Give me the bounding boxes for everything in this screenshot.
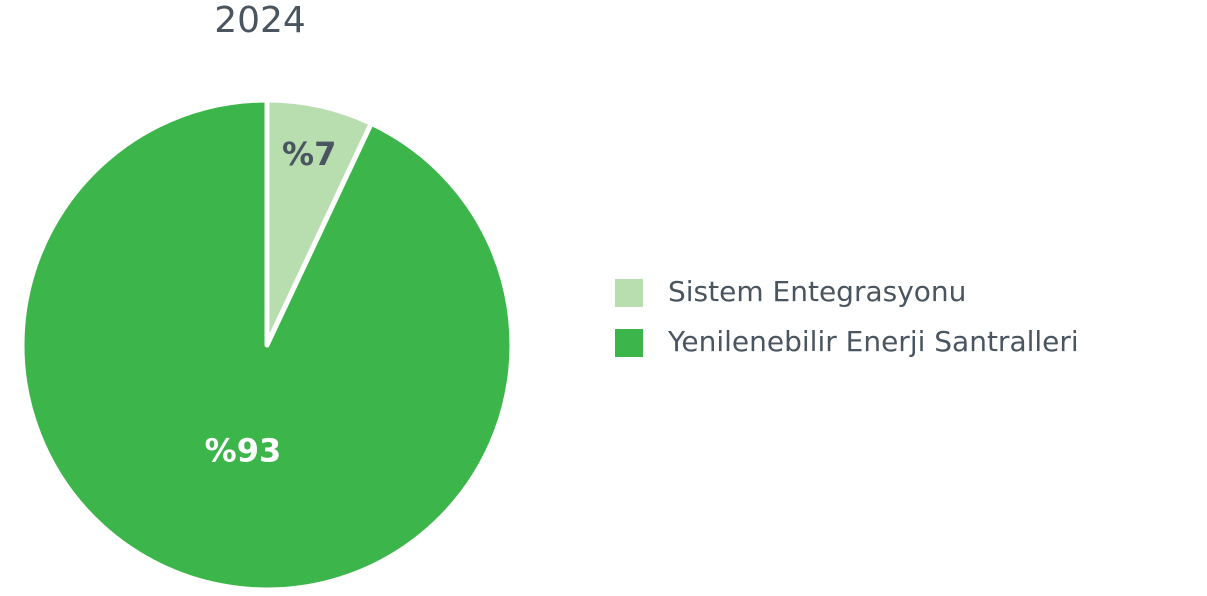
chart-title: 2024 xyxy=(214,0,306,41)
legend-swatch xyxy=(615,279,643,307)
legend-label: Yenilenebilir Enerji Santralleri xyxy=(667,325,1079,358)
data-label: %93 xyxy=(205,432,282,470)
data-label: %7 xyxy=(282,135,336,173)
pie-slice xyxy=(19,97,515,593)
legend-label: Sistem Entegrasyonu xyxy=(668,275,966,308)
legend-swatch xyxy=(615,329,643,357)
